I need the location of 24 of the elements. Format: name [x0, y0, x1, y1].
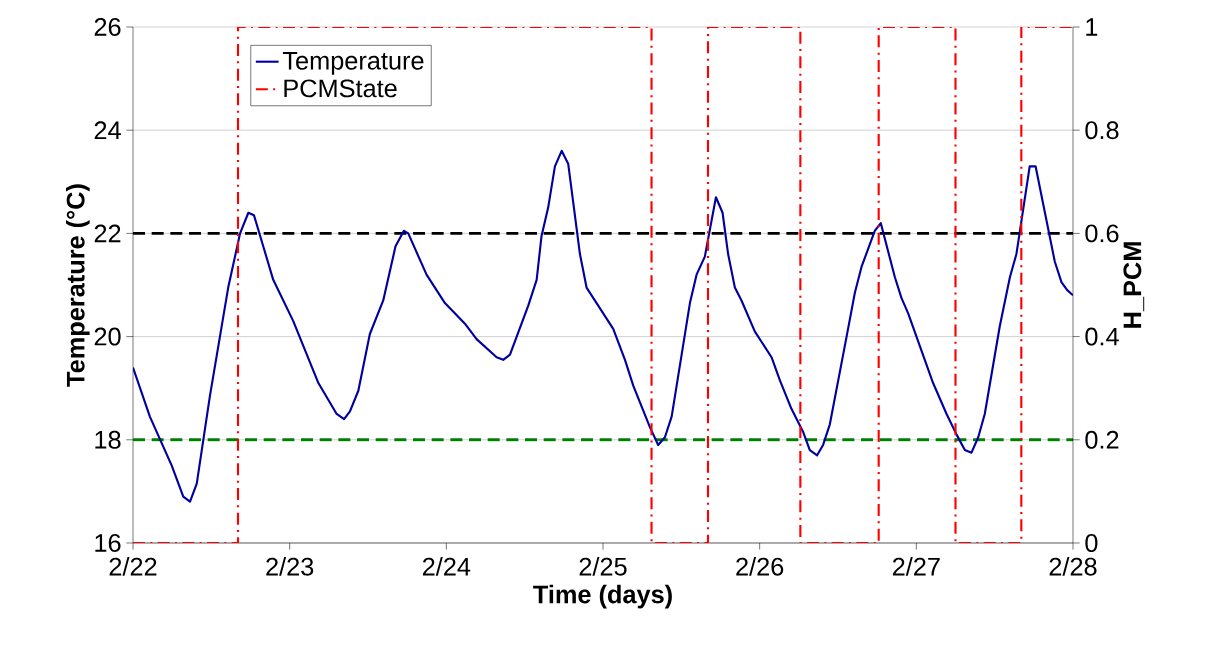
- y-axis-title: Temperature (°C): [66, 184, 90, 387]
- x-tick-label: 2/23: [266, 557, 314, 576]
- y2-tick-label: 1: [1086, 18, 1098, 36]
- y-tick-label: 22: [94, 224, 121, 243]
- x-tick-label: 2/25: [579, 557, 627, 576]
- y2-tick-label: 0.8: [1085, 121, 1119, 140]
- x-tick-label: 2/22: [109, 557, 157, 576]
- x-axis-title: Time (days): [533, 584, 672, 609]
- y-tick-label: 16: [95, 534, 121, 552]
- y-tick-label: 24: [94, 121, 121, 140]
- x-tick-label: 2/26: [736, 557, 784, 576]
- y2-axis-title: H_PCM: [1123, 242, 1145, 328]
- y2-tick-label: 0: [1085, 534, 1098, 552]
- y-tick-label: 20: [94, 327, 121, 346]
- y2-tick-label: 0.2: [1085, 430, 1119, 449]
- y-tick-label: 18: [95, 430, 121, 449]
- y-tick-label: 26: [94, 18, 121, 36]
- x-tick-label: 2/28: [1049, 557, 1097, 576]
- y2-tick-label: 0.4: [1085, 327, 1119, 346]
- legend-label: PCMState: [284, 79, 397, 98]
- x-tick-label: 2/24: [422, 557, 471, 576]
- legend-label: Temperature: [282, 52, 424, 75]
- x-tick-label: 2/27: [892, 557, 940, 576]
- y2-tick-label: 0.6: [1085, 224, 1119, 243]
